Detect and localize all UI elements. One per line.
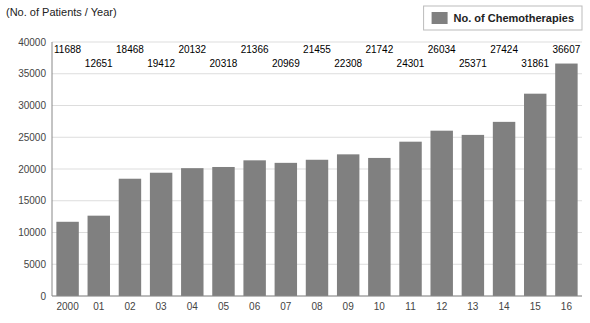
grid-line (52, 105, 582, 106)
grid-line (52, 296, 582, 297)
bar (243, 160, 265, 296)
legend-label: No. of Chemotherapies (454, 12, 574, 24)
bar (555, 64, 577, 296)
bar (212, 167, 234, 296)
chart: 0 5000 10000 15000 20000 25000 30000 35000 40000… (0, 0, 590, 323)
legend-frame (424, 6, 582, 30)
bar (150, 173, 172, 296)
x-tick-label: 10 (374, 301, 386, 312)
y-tick-label: 30000 (18, 100, 46, 111)
data-label: 18468 (116, 44, 144, 55)
data-label: 11688 (54, 44, 82, 55)
data-label: 21455 (303, 44, 331, 55)
x-tick-label: 15 (530, 301, 542, 312)
data-label: 31861 (521, 58, 549, 69)
y-tick-label: 25000 (18, 132, 46, 143)
bars (56, 64, 577, 296)
y-tick-label: 5000 (24, 259, 47, 270)
x-tick-label: 01 (93, 301, 105, 312)
bar (119, 179, 141, 296)
x-tick-label: 11 (405, 301, 416, 312)
bar (462, 135, 484, 296)
x-tick-label: 12 (436, 301, 448, 312)
bar (88, 216, 110, 296)
y-tick-label: 40000 (18, 37, 46, 48)
data-label: 21366 (241, 44, 269, 55)
data-label: 27424 (490, 44, 518, 55)
grid-line (52, 42, 582, 43)
data-label: 20969 (272, 58, 300, 69)
x-tick-label: 07 (280, 301, 292, 312)
data-label: 21742 (365, 44, 393, 55)
x-tick-label: 09 (343, 301, 355, 312)
legend: No. of Chemotherapies (424, 6, 582, 30)
data-label: 36607 (553, 44, 581, 55)
bar (275, 163, 297, 296)
y-tick-label: 0 (40, 291, 46, 302)
data-label: 24301 (397, 58, 425, 69)
x-tick-label: 02 (124, 301, 136, 312)
data-label: 19412 (147, 58, 175, 69)
x-tick-label: 03 (156, 301, 168, 312)
x-tick-label: 06 (249, 301, 261, 312)
x-tick-label: 05 (218, 301, 230, 312)
y-tick-label: 20000 (18, 164, 46, 175)
x-tick-label: 13 (467, 301, 479, 312)
data-label: 22308 (334, 58, 362, 69)
legend-swatch (432, 12, 448, 24)
data-label: 26034 (428, 44, 456, 55)
bar (399, 142, 421, 296)
data-label: 25371 (459, 58, 487, 69)
x-tick-label: 14 (498, 301, 510, 312)
x-tick-label: 2000 (56, 301, 79, 312)
x-tick-label: 04 (187, 301, 199, 312)
bar (337, 154, 359, 296)
x-tick-label: 08 (311, 301, 323, 312)
y-tick-label: 10000 (18, 227, 46, 238)
x-tick-label: 16 (561, 301, 573, 312)
y-axis-label: (No. of Patients / Year) (6, 6, 117, 18)
grid-line (52, 73, 582, 74)
x-axis-line (52, 296, 582, 297)
y-tick-label: 35000 (18, 68, 46, 79)
bar (493, 122, 515, 296)
bar (181, 168, 203, 296)
data-label: 20318 (210, 58, 238, 69)
bar (430, 131, 452, 296)
bar (524, 94, 546, 296)
y-axis-line (52, 42, 53, 296)
data-label: 20132 (178, 44, 206, 55)
bar (306, 160, 328, 296)
bar (56, 222, 78, 296)
data-label: 12651 (85, 58, 113, 69)
y-tick-label: 15000 (18, 195, 46, 206)
bar (368, 158, 390, 296)
